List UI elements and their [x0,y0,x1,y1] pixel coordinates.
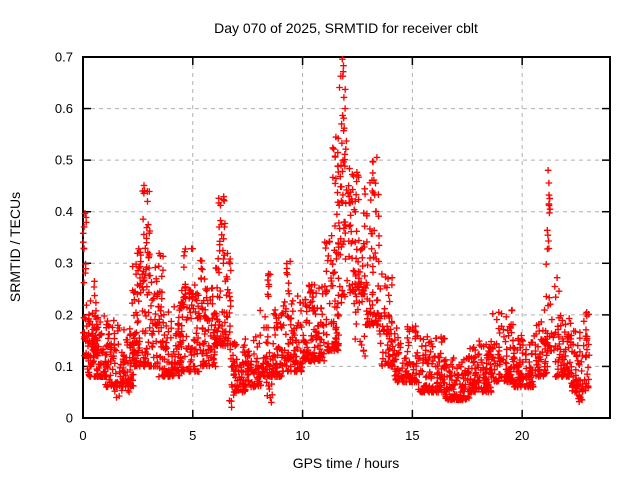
scatter-series-srmtid [79,55,593,411]
scatter-points-path [79,55,593,411]
tick-labels: 0 5 10 15 20 0 0.1 0.2 0.3 0.4 0.5 0.6 0.7 [55,49,529,443]
y-tick-label: 0.2 [55,307,73,322]
y-tick-label: 0 [66,410,73,425]
x-tick-label: 10 [295,428,309,443]
chart-title: Day 070 of 2025, SRMTID for receiver cbl… [214,20,478,36]
x-tick-label: 15 [405,428,419,443]
y-axis-label: SRMTID / TECUs [7,192,23,302]
axis-ticks [82,56,610,419]
y-tick-label: 0.6 [55,101,73,116]
x-tick-label: 20 [515,428,529,443]
x-tick-label: 5 [189,428,196,443]
y-tick-label: 0.4 [55,204,73,219]
y-tick-label: 0.3 [55,256,73,271]
y-tick-label: 0.1 [55,359,73,374]
x-axis-label: GPS time / hours [293,455,400,471]
x-tick-label: 0 [79,428,86,443]
y-tick-label: 0.7 [55,49,73,64]
grid-lines [83,57,610,418]
plot-border [82,56,611,419]
y-tick-label: 0.5 [55,153,73,168]
